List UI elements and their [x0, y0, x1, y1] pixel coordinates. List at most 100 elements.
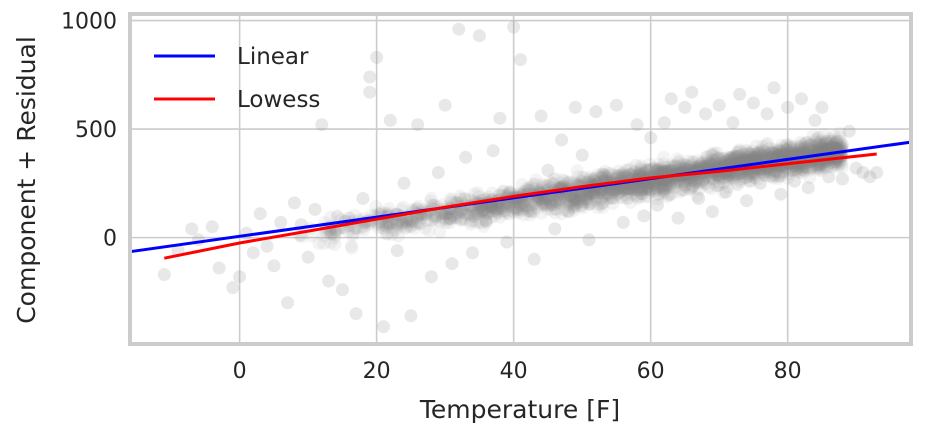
scatter-point: [758, 168, 771, 182]
scatter-point: [650, 192, 664, 206]
scatter-point: [656, 181, 670, 194]
scatter-point: [761, 136, 775, 150]
scatter-point: [677, 158, 691, 171]
scatter-point: [449, 207, 463, 221]
scatter-point: [812, 161, 826, 175]
scatter-point: [642, 178, 656, 192]
scatter-point: [516, 199, 530, 213]
scatter-point: [561, 196, 575, 210]
scatter-point: [529, 173, 543, 187]
scatter-point: [386, 223, 400, 237]
scatter-point: [580, 195, 593, 209]
scatter-point: [661, 161, 675, 175]
scatter-point: [461, 206, 475, 220]
scatter-point: [662, 177, 676, 191]
scatter-point: [783, 140, 797, 154]
scatter-point: [777, 148, 791, 162]
scatter-point: [324, 227, 338, 241]
scatter-point: [563, 175, 577, 189]
scatter-point: [312, 236, 326, 250]
scatter-point: [762, 165, 776, 179]
scatter-point: [731, 148, 745, 162]
scatter-point: [732, 149, 746, 163]
scatter-point: [583, 197, 597, 211]
scatter-point: [688, 176, 702, 190]
scatter-point: [651, 163, 664, 177]
scatter-point: [530, 193, 544, 207]
scatter-point: [746, 167, 760, 181]
scatter-point: [700, 153, 713, 167]
scatter-point: [643, 157, 657, 171]
scatter-point: [475, 204, 489, 218]
scatter-point: [780, 146, 794, 160]
scatter-point: [768, 146, 781, 160]
scatter-point: [618, 182, 631, 196]
scatter-point: [492, 202, 506, 216]
scatter-point: [773, 144, 787, 158]
scatter-point: [815, 100, 829, 114]
scatter-point: [469, 215, 483, 229]
scatter-point: [499, 199, 513, 213]
scatter-point: [770, 147, 784, 161]
scatter-point: [484, 211, 498, 225]
scatter-point: [324, 236, 338, 250]
scatter-point: [458, 191, 472, 205]
scatter-point: [678, 178, 691, 192]
scatter-point: [613, 186, 627, 200]
scatter-point: [771, 148, 785, 161]
scatter-point: [444, 207, 458, 221]
scatter-point: [693, 176, 707, 190]
scatter-point: [573, 187, 587, 201]
scatter-point: [637, 166, 650, 180]
scatter-point: [626, 181, 640, 195]
scatter-point: [634, 187, 648, 201]
scatter-point: [804, 160, 818, 174]
scatter-point: [712, 151, 726, 165]
scatter-point: [649, 179, 663, 193]
scatter-point: [621, 191, 635, 205]
scatter-point: [820, 141, 834, 155]
scatter-point: [719, 154, 733, 168]
scatter-point: [576, 170, 589, 184]
scatter-point: [657, 182, 671, 196]
scatter-point: [577, 195, 591, 209]
scatter-point: [383, 216, 397, 230]
scatter-point: [443, 192, 457, 206]
series-line-lowess: [164, 152, 877, 260]
scatter-point: [556, 173, 570, 187]
scatter-point: [649, 181, 662, 195]
scatter-point: [493, 198, 507, 212]
scatter-point: [744, 147, 758, 161]
scatter-point: [482, 205, 496, 219]
scatter-point: [514, 198, 528, 212]
scatter-point: [773, 166, 786, 180]
scatter-point: [763, 166, 777, 179]
scatter-point: [765, 146, 779, 160]
scatter-point: [467, 210, 481, 224]
scatter-point: [824, 139, 838, 153]
scatter-point: [532, 198, 546, 212]
scatter-point: [386, 216, 400, 230]
scatter-point: [816, 139, 830, 153]
scatter-point: [799, 160, 813, 174]
scatter-point: [515, 178, 529, 192]
scatter-point: [696, 173, 709, 187]
scatter-point: [438, 207, 452, 221]
plot-background: [130, 14, 911, 344]
scatter-point: [638, 189, 652, 203]
scatter-point: [655, 179, 669, 192]
scatter-point: [390, 244, 404, 258]
scatter-point: [377, 320, 390, 334]
scatter-point: [738, 151, 751, 165]
scatter-point: [391, 215, 405, 229]
scatter-point: [391, 229, 405, 243]
scatter-point: [821, 135, 834, 148]
scatter-point: [490, 202, 504, 216]
scatter-point: [642, 179, 656, 193]
scatter-point: [777, 141, 791, 155]
scatter-point: [699, 107, 712, 121]
scatter-point: [732, 150, 746, 164]
scatter-point: [651, 164, 664, 178]
scatter-point: [583, 170, 597, 184]
scatter-point: [639, 183, 653, 197]
